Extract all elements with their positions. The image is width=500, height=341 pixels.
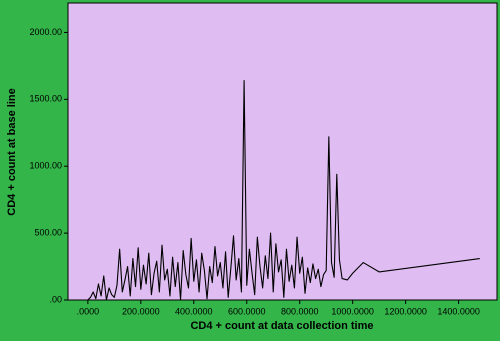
y-tick-label: 1500.00: [29, 94, 62, 104]
y-tick-label: 2000.00: [29, 27, 62, 37]
plot-area: [67, 2, 498, 301]
x-tick-label: 1000.0000: [331, 306, 374, 316]
y-axis-title: CD4 + count at base line: [6, 88, 18, 215]
x-tick-label: 800.0000: [281, 306, 319, 316]
y-tick-label: 1000.00: [29, 161, 62, 171]
x-tick-label: .0000: [77, 306, 100, 316]
x-tick-label: 1200.0000: [384, 306, 427, 316]
x-tick-label: 600.0000: [228, 306, 266, 316]
data-line: [87, 80, 480, 301]
x-tick-label: 400.0000: [175, 306, 213, 316]
x-tick-label: 200.0000: [122, 306, 160, 316]
y-tick-label: 500.00: [34, 227, 62, 237]
x-tick-label: 1400.0000: [437, 306, 480, 316]
y-tick-label: .00: [49, 294, 62, 304]
x-axis-title: CD4 + count at data collection time: [190, 320, 373, 332]
